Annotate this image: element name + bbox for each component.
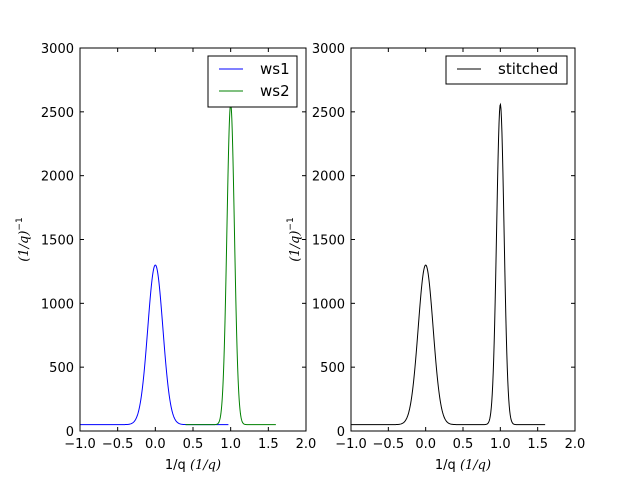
y-tick-label: 3000	[41, 42, 74, 57]
series-line-ws2	[185, 102, 276, 426]
x-tick-label: 1.5	[527, 437, 548, 452]
x-tick-label: 0.0	[415, 437, 436, 452]
x-axis-label: 1/q (1/q)	[435, 458, 491, 473]
y-tick-label: 1500	[312, 234, 345, 249]
x-tick-label: 1.0	[490, 437, 511, 452]
x-tick-label: 0.0	[145, 437, 166, 452]
x-axis-label: 1/q (1/q)	[165, 458, 221, 473]
x-tick-label: 0.5	[453, 437, 474, 452]
y-tick-label: 0	[66, 425, 74, 440]
x-tick-label: 1.0	[220, 437, 241, 452]
y-tick-label: 1500	[41, 234, 74, 249]
y-tick-label: 2000	[312, 170, 345, 185]
axes-frame	[350, 47, 576, 432]
y-tick-label: 1000	[312, 297, 345, 312]
y-tick-label: 2500	[41, 106, 74, 121]
x-tick-label: 2.0	[565, 437, 586, 452]
series-line-stitched	[351, 102, 546, 426]
y-tick-label: 500	[320, 361, 345, 376]
legend-label: ws2	[260, 82, 290, 100]
x-tick-label: −1.0	[335, 437, 367, 452]
subplot-2: −1.0 −0.5 0.0 0.5 1.0 1.5 2.0 0 500 1000 1500 2000 2…	[286, 42, 585, 473]
x-tick-label: −0.5	[102, 437, 134, 452]
y-tick-label: 0	[337, 425, 345, 440]
subplot-1: −1.0 −0.5 0.0 0.5 1.0 1.5 2.0 0 500 1000 1500 2000 2…	[15, 42, 316, 473]
x-tick-label: −1.0	[64, 437, 96, 452]
y-tick-label: 2500	[312, 106, 345, 121]
y-axis-label: (1/q)−1	[15, 217, 32, 261]
legend: stitched	[445, 55, 568, 85]
legend-label: ws1	[260, 60, 290, 78]
legend-label: stitched	[498, 60, 558, 78]
x-tick-label: 0.5	[183, 437, 204, 452]
y-tick-label: 1000	[41, 297, 74, 312]
y-tick-label: 2000	[41, 170, 74, 185]
y-tick-label: 500	[49, 361, 74, 376]
x-tick-label: 2.0	[296, 437, 317, 452]
series-line-ws1	[80, 264, 229, 426]
x-tick-label: −0.5	[373, 437, 405, 452]
y-tick-label: 3000	[312, 42, 345, 57]
x-tick-label: 1.5	[258, 437, 279, 452]
y-axis-label: (1/q)−1	[286, 217, 303, 261]
